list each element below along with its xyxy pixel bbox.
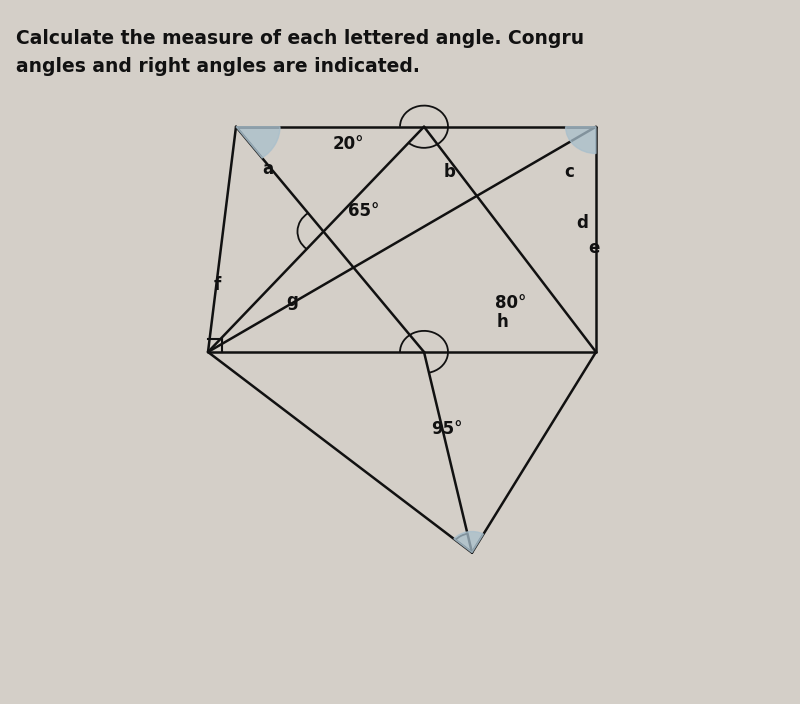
Text: a: a: [262, 160, 274, 178]
Text: e: e: [588, 239, 599, 257]
Wedge shape: [236, 127, 280, 158]
Text: c: c: [565, 163, 574, 182]
Text: Calculate the measure of each lettered angle. Congru: Calculate the measure of each lettered a…: [16, 30, 584, 48]
Text: angles and right angles are indicated.: angles and right angles are indicated.: [16, 58, 420, 76]
Text: 65°: 65°: [348, 202, 380, 220]
Wedge shape: [566, 127, 596, 153]
Text: b: b: [444, 163, 455, 182]
Text: h: h: [497, 313, 508, 331]
Text: 20°: 20°: [332, 135, 364, 153]
Text: g: g: [286, 292, 298, 310]
Text: 95°: 95°: [430, 420, 462, 439]
Text: f: f: [214, 276, 222, 294]
Text: 80°: 80°: [494, 294, 526, 312]
Wedge shape: [454, 532, 483, 553]
Text: d: d: [577, 214, 588, 232]
